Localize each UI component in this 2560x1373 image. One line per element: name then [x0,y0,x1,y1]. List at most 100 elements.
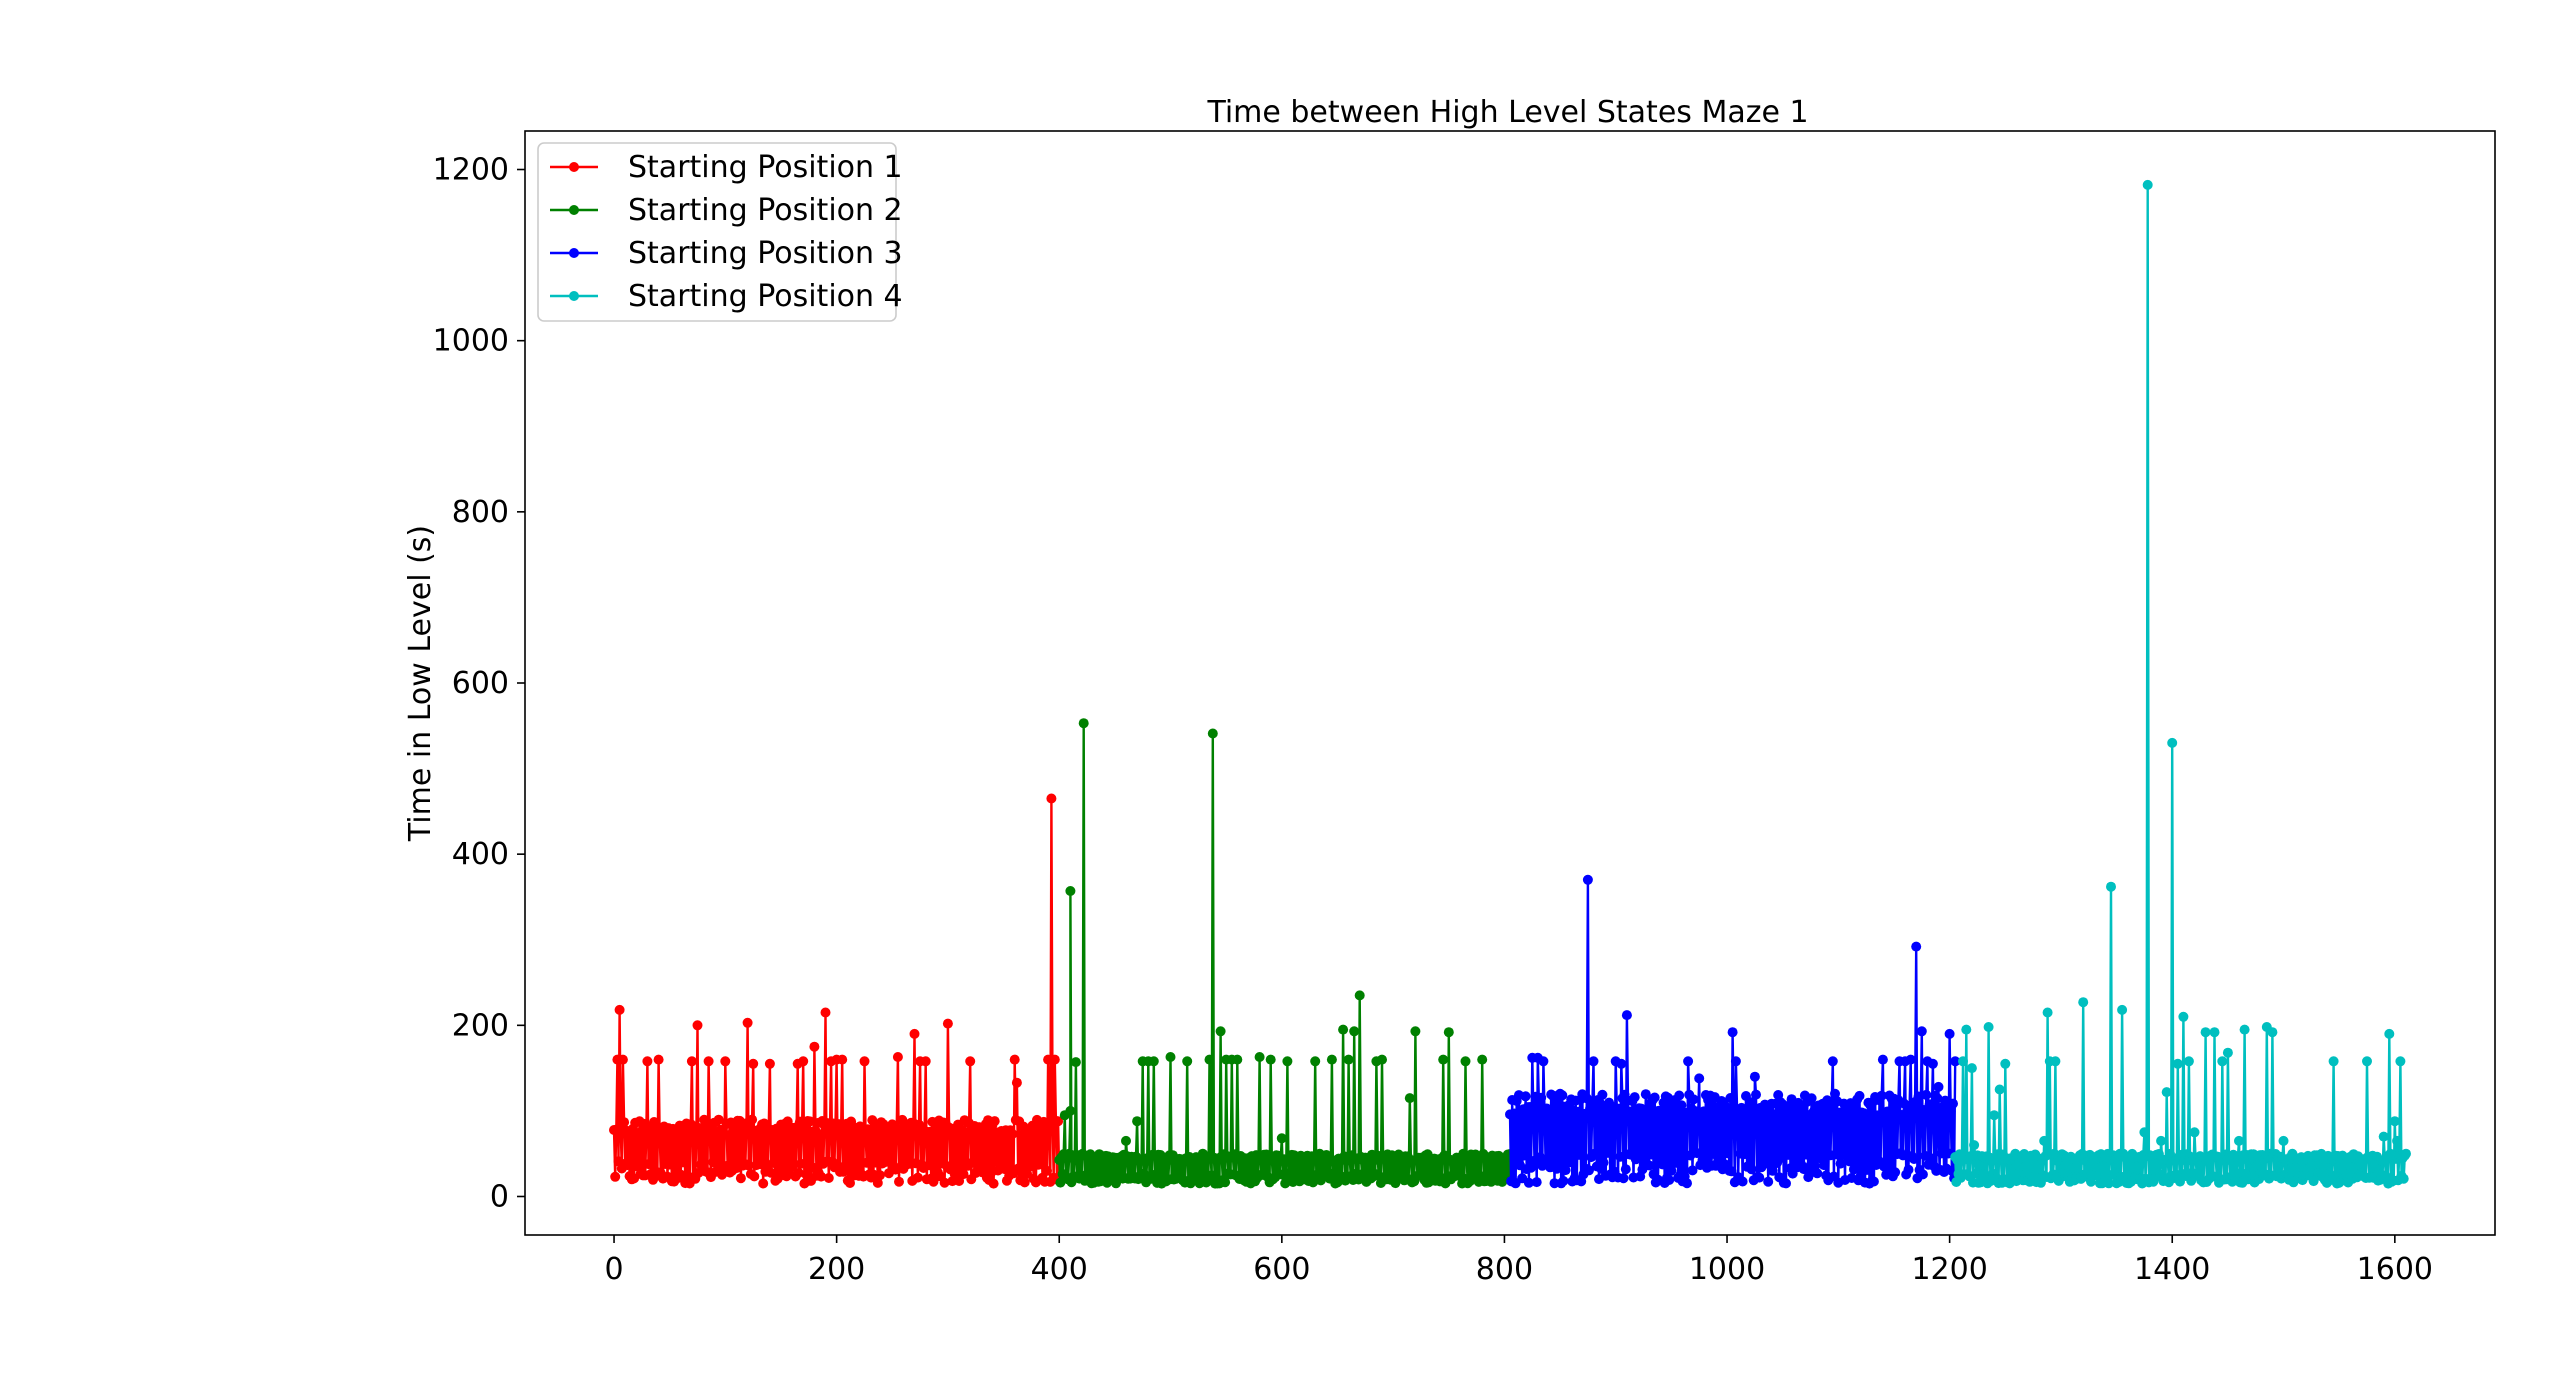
data-point [1670,1157,1681,1168]
data-point [804,1116,815,1127]
data-point [614,1004,625,1015]
data-point [1909,1154,1919,1164]
data-point [2167,737,2178,748]
y-axis: 0 200 400 600 800 1000 1200 [433,153,525,1214]
data-point [1649,1092,1660,1103]
data-point [2239,1024,2250,1035]
data-point [1009,1054,1020,1065]
data-point [1618,1173,1629,1184]
data-point [1781,1178,1791,1189]
data-point [939,1177,950,1188]
data-point [2161,1087,2172,1098]
x-tick-label: 1400 [2134,1252,2210,1287]
data-point [1862,1164,1873,1175]
data-point [1531,1177,1542,1188]
data-point [1851,1157,1862,1168]
data-point [1969,1140,1980,1151]
data-point [1544,1108,1554,1119]
data-point [1820,1106,1830,1117]
data-point [1983,1022,1994,1032]
data-point [1749,1071,1760,1082]
data-point [2231,1168,2242,1179]
data-point [653,1054,664,1065]
data-point [1890,1167,1901,1178]
data-point [629,1173,640,1184]
data-point [1961,1024,1972,1035]
data-point [1519,1150,1530,1161]
data-point [1876,1090,1887,1101]
data-point [1692,1148,1702,1159]
data-point [617,1054,628,1065]
data-point [1698,1106,1709,1117]
data-point [1945,1106,1956,1117]
data-point [1687,1165,1698,1176]
y-tick-label: 600 [452,666,509,701]
data-point [1644,1160,1655,1171]
data-point [1616,1058,1627,1069]
data-point [2050,1056,2061,1067]
data-point [1602,1147,1613,1158]
data-point [1966,1063,1977,1074]
data-point [1121,1135,1131,1146]
data-point [1646,1149,1657,1160]
data-point [1035,1159,1046,1170]
chart-title: Time between High Level States Maze 1 [1206,95,1808,130]
data-point [1877,1054,1888,1065]
data-point [2172,1058,2183,1069]
data-point [692,1020,703,1031]
data-point [1011,1077,1022,1088]
data-point [1536,1092,1547,1103]
data-point [2395,1056,2406,1067]
data-point [1377,1054,1387,1065]
data-point [1551,1163,1562,1174]
data-point [872,1177,883,1188]
data-point [1694,1073,1705,1084]
data-point [2217,1056,2228,1067]
data-point [2000,1058,2011,1069]
data-point [1932,1093,1943,1104]
data-point [1682,1178,1692,1189]
data-point [2389,1116,2400,1127]
legend-swatch-marker [569,205,579,215]
data-point [1933,1118,1944,1129]
data-point [1958,1056,1968,1067]
data-point [1597,1089,1608,1100]
data-point [1254,1052,1265,1062]
data-point [1554,1155,1564,1166]
data-point [743,1160,754,1171]
data-point [1215,1026,1226,1037]
data-point [1282,1056,1293,1067]
data-point [958,1169,969,1180]
data-point [708,1157,719,1168]
data-point [1835,1158,1846,1169]
data-point [2328,1056,2339,1067]
data-point [1924,1099,1935,1110]
data-point [2039,1135,2050,1146]
data-point [675,1169,686,1180]
data-point [1783,1149,1794,1160]
data-point [1557,1090,1568,1101]
data-point [1905,1054,1916,1065]
data-point [1754,1172,1765,1183]
data-point [2183,1056,2194,1067]
data-point [713,1114,724,1125]
data-point [703,1056,714,1067]
data-point [1726,1166,1737,1177]
y-tick-label: 1200 [433,153,509,188]
data-point [720,1056,731,1067]
data-point [1560,1165,1571,1176]
data-point [619,1117,630,1128]
data-point [1913,1091,1924,1102]
data-point [1727,1027,1738,1038]
data-point [1926,1108,1937,1119]
data-point [1916,1026,1927,1037]
data-point [861,1157,872,1168]
y-tick-label: 1000 [433,324,509,359]
data-point [796,1158,806,1169]
data-point [1620,1164,1631,1175]
data-point [1861,1109,1872,1120]
data-point [686,1056,697,1067]
data-point [1598,1157,1609,1168]
x-tick-label: 200 [808,1252,865,1287]
